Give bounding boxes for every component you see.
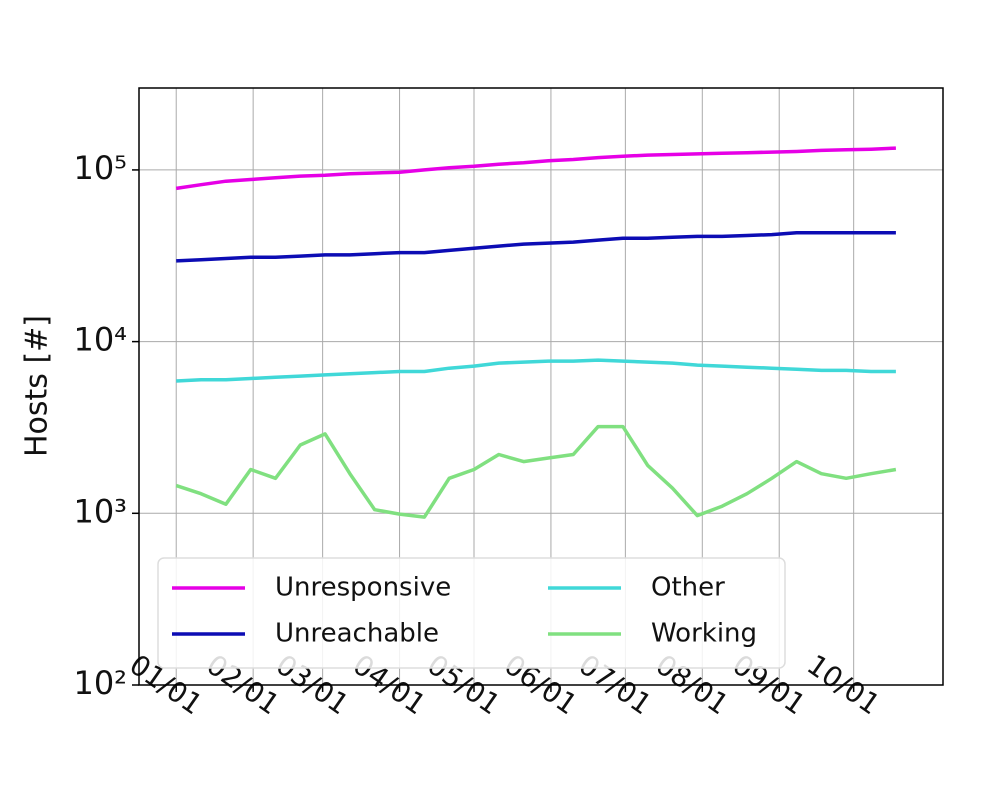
y-axis-label: Hosts [#]	[20, 315, 55, 457]
legend-label: Working	[651, 619, 757, 649]
series-line	[176, 231, 896, 263]
series-line	[176, 358, 896, 383]
legend-label: Unreachable	[275, 619, 439, 649]
y-tick-label: 10⁵	[73, 149, 127, 187]
legend-label: Unresponsive	[275, 573, 451, 603]
y-tick-label: 10³	[73, 492, 127, 530]
legend-box	[157, 557, 786, 669]
series-line	[175, 146, 896, 191]
legend-label: Other	[651, 573, 725, 603]
series-line	[175, 424, 897, 519]
plot-frame	[138, 87, 944, 686]
y-tick-label: 10²	[73, 664, 127, 702]
y-tick-label: 10⁴	[73, 321, 127, 359]
